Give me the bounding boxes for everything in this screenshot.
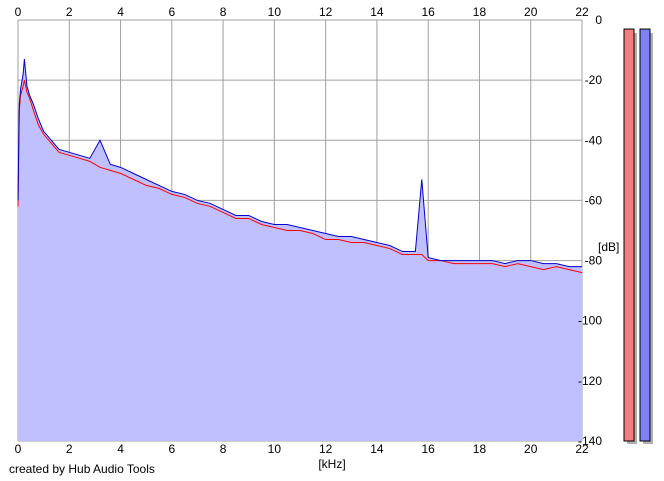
y-tick-labels: 0 -20 -40 -60 -80 -100 -120 -140 (578, 13, 602, 448)
level-meter-bar (639, 28, 651, 442)
y-tick-label: -120 (578, 374, 602, 388)
x-tick-label-bottom: 10 (268, 442, 282, 456)
x-tick-label-bottom: 22 (575, 442, 589, 456)
x-tick-label-bottom: 20 (524, 442, 538, 456)
y-tick-label: -40 (585, 133, 603, 147)
x-tick-label-top: 6 (168, 5, 175, 19)
x-tick-label-bottom: 6 (168, 442, 175, 456)
x-axis-label: [kHz] (318, 457, 345, 471)
x-tick-label-top: 10 (268, 5, 282, 19)
x-tick-label-bottom: 16 (422, 442, 436, 456)
x-tick-label-bottom: 0 (15, 442, 22, 456)
x-tick-label-top: 16 (422, 5, 436, 19)
x-tick-label-bottom: 4 (117, 442, 124, 456)
x-tick-label-bottom: 14 (370, 442, 384, 456)
spectrum-area (18, 59, 582, 441)
x-tick-label-top: 14 (370, 5, 384, 19)
x-tick-label-top: 22 (575, 5, 589, 19)
credit-text: created by Hub Audio Tools (9, 462, 155, 476)
x-tick-label-top: 12 (319, 5, 333, 19)
x-tick-label-top: 0 (15, 5, 22, 19)
x-tick-label-top: 20 (524, 5, 538, 19)
y-tick-label: -20 (585, 73, 603, 87)
y-tick-label: 0 (595, 13, 602, 27)
y-tick-label: -140 (578, 434, 602, 448)
x-tick-label-top: 2 (66, 5, 73, 19)
x-tick-label-bottom: 2 (66, 442, 73, 456)
x-tick-label-top: 18 (473, 5, 487, 19)
x-tick-label-bottom: 12 (319, 442, 333, 456)
x-tick-label-top: 4 (117, 5, 124, 19)
y-tick-label: -60 (585, 193, 603, 207)
series-red-line (17, 80, 583, 274)
y-tick-label: -80 (585, 254, 603, 268)
x-tick-label-bottom: 8 (220, 442, 227, 456)
x-tick-label-bottom: 18 (473, 442, 487, 456)
level-meters (623, 28, 653, 444)
y-tick-label: -100 (578, 314, 602, 328)
level-meter-bar (623, 28, 635, 442)
x-tick-label-top: 8 (220, 5, 227, 19)
series-blue-line (17, 59, 582, 268)
y-axis-label: [dB] (598, 240, 619, 254)
